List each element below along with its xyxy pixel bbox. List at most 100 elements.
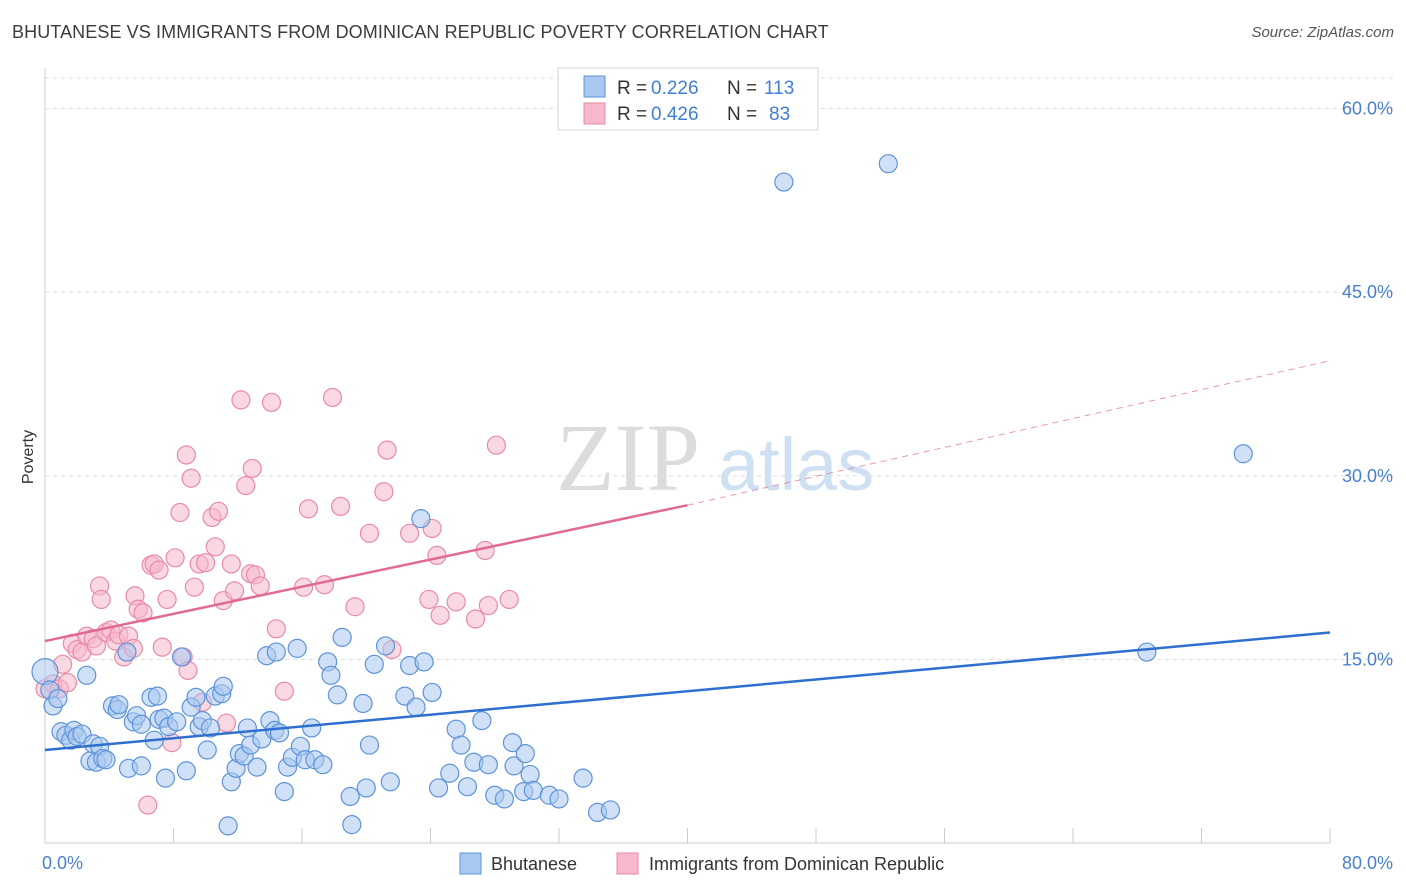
point-bhutanese	[478, 755, 498, 775]
point-bhutanese	[364, 654, 384, 674]
point-bhutanese	[520, 764, 540, 785]
point-bhutanese	[321, 665, 341, 685]
point-bhutanese	[109, 695, 129, 715]
point-bhutanese	[1137, 642, 1157, 662]
watermark-zip: ZIP	[556, 404, 700, 511]
point-bhutanese	[457, 777, 478, 797]
y-tick-labels: 15.0% 30.0% 45.0% 60.0%	[1342, 99, 1393, 670]
point-bhutanese	[549, 789, 569, 809]
point-immigrants	[138, 795, 158, 815]
point-immigrants	[181, 468, 201, 488]
point-immigrants	[224, 581, 245, 601]
point-bhutanese	[502, 733, 523, 753]
point-bhutanese	[313, 755, 333, 775]
point-immigrants	[419, 589, 439, 610]
point-immigrants	[359, 523, 380, 543]
point-bhutanese	[155, 768, 176, 788]
point-bhutanese	[147, 686, 168, 706]
legend-r-value-2: 0.426	[651, 104, 699, 125]
point-immigrants	[427, 545, 447, 565]
point-bhutanese	[176, 761, 196, 781]
point-bhutanese	[406, 697, 426, 717]
point-bhutanese	[266, 642, 286, 662]
point-bhutanese	[422, 682, 442, 703]
point-bhutanese	[269, 723, 290, 743]
point-immigrants	[261, 392, 282, 412]
point-immigrants	[486, 435, 506, 455]
legend-box: R = 0.226 N = 113 R = 0.426 N = 83	[557, 67, 819, 131]
point-immigrants	[377, 440, 397, 460]
y-tick-label: 15.0%	[1342, 649, 1393, 669]
trend-line-bhutanese	[44, 631, 1331, 752]
point-immigrants	[152, 637, 172, 657]
series-bhutanese-points	[31, 154, 1253, 836]
point-bhutanese	[340, 786, 360, 807]
point-immigrants	[216, 713, 237, 733]
point-immigrants	[133, 603, 153, 623]
point-immigrants	[314, 575, 335, 595]
point-immigrants	[91, 589, 111, 610]
point-bhutanese	[504, 756, 524, 776]
point-bhutanese	[375, 636, 396, 656]
point-immigrants	[184, 577, 204, 597]
legend-n-label-1: N =	[727, 78, 757, 99]
point-immigrants	[162, 733, 182, 753]
point-immigrants	[86, 636, 107, 656]
bottom-legend-swatch-blue	[459, 852, 482, 875]
point-bhutanese	[327, 685, 347, 705]
axes	[44, 68, 1331, 844]
point-bhutanese	[878, 154, 898, 174]
point-immigrants	[208, 501, 229, 521]
point-bhutanese	[213, 676, 233, 696]
watermark: ZIP atlas	[556, 404, 874, 511]
point-immigrants	[165, 548, 185, 568]
point-immigrants	[205, 537, 225, 557]
x-tick-max: 80.0%	[1342, 853, 1393, 873]
trend-line-immigrants	[44, 503, 688, 643]
point-bhutanese	[131, 756, 151, 776]
point-immigrants	[149, 560, 169, 580]
point-immigrants	[170, 502, 190, 523]
y-tick-label: 30.0%	[1342, 466, 1393, 486]
bottom-legend-label-pink: Immigrants from Dominican Republic	[649, 854, 944, 874]
point-immigrants	[57, 673, 78, 693]
point-bhutanese	[171, 647, 192, 667]
point-immigrants	[330, 496, 351, 516]
point-immigrants	[221, 554, 241, 574]
point-bhutanese	[428, 778, 449, 798]
point-bhutanese	[353, 693, 373, 714]
point-bhutanese	[359, 735, 380, 755]
point-immigrants	[176, 445, 196, 465]
point-bhutanese	[302, 718, 322, 738]
point-immigrants	[465, 609, 486, 629]
point-bhutanese	[342, 815, 362, 835]
point-bhutanese	[332, 627, 352, 647]
point-immigrants	[478, 595, 498, 616]
point-bhutanese	[380, 772, 400, 792]
point-bhutanese	[515, 744, 535, 764]
point-immigrants	[400, 523, 420, 543]
point-bhutanese	[411, 509, 431, 529]
point-bhutanese	[287, 638, 307, 658]
point-bhutanese	[218, 816, 238, 836]
point-bhutanese	[472, 710, 492, 731]
bottom-legend-label-blue: Bhutanese	[491, 854, 577, 874]
point-bhutanese	[48, 688, 68, 709]
point-immigrants	[322, 387, 343, 408]
point-bhutanese	[774, 172, 794, 192]
point-immigrants	[236, 475, 256, 496]
chart-title: BHUTANESE VS IMMIGRANTS FROM DOMINICAN R…	[12, 22, 829, 42]
y-tick-label: 45.0%	[1342, 282, 1393, 302]
point-bhutanese	[600, 800, 621, 820]
point-immigrants	[266, 619, 286, 639]
point-immigrants	[242, 458, 262, 479]
point-immigrants	[231, 390, 251, 410]
legend-r-value-1: 0.226	[651, 78, 699, 99]
legend-n-value-2: 83	[769, 104, 790, 125]
point-bhutanese	[523, 780, 543, 800]
point-bhutanese	[131, 714, 151, 734]
point-bhutanese	[117, 642, 137, 662]
legend-n-value-1: 113	[764, 78, 794, 99]
point-bhutanese	[96, 750, 116, 770]
point-bhutanese	[77, 665, 97, 685]
